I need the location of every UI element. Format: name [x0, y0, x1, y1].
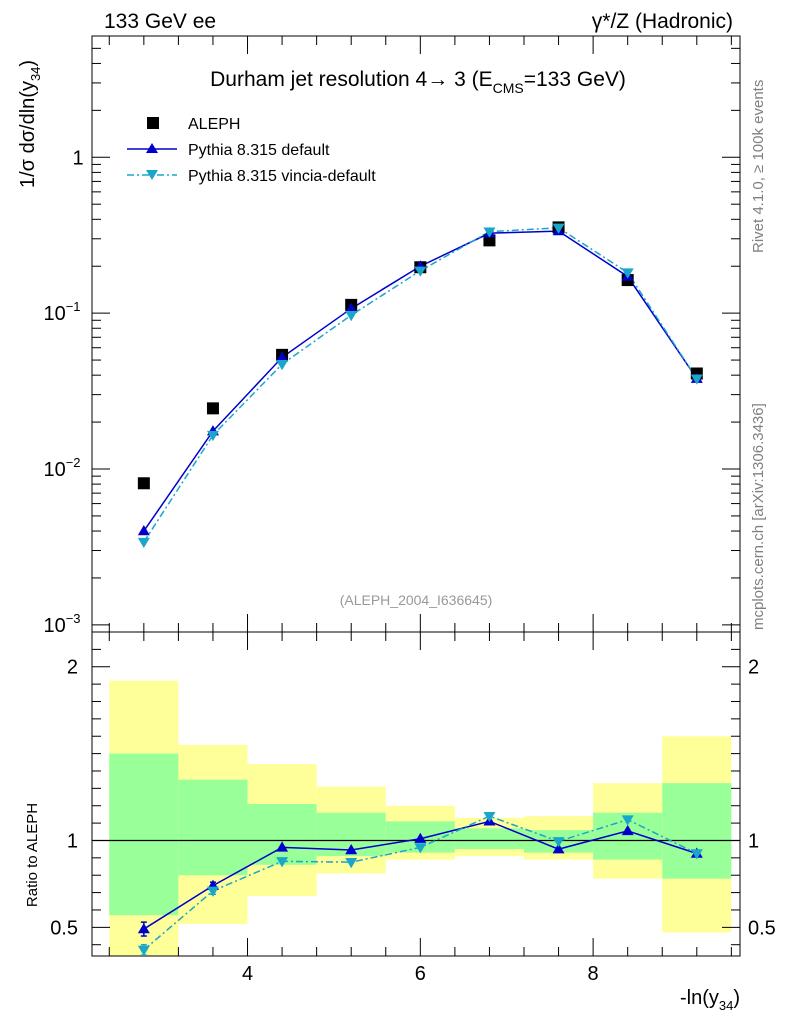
- vincia-default-point: [690, 374, 703, 385]
- vincia-default-point: [345, 311, 358, 322]
- legend-marker-vincia: [146, 170, 158, 180]
- ratio-point-vincia-default: [552, 837, 565, 848]
- legend-label-vincia: Pythia 8.315 vincia-default: [188, 168, 376, 185]
- ratio-band-inner: [662, 783, 732, 879]
- analysis-watermark: (ALEPH_2004_I636645): [340, 592, 493, 608]
- ratio-point-pythia-default: [137, 923, 150, 934]
- ratio-point-vincia-default: [206, 886, 219, 897]
- title-main: Durham jet resolution 4: [210, 68, 427, 91]
- vincia-default-point: [276, 360, 289, 371]
- vincia-default-point: [552, 223, 565, 234]
- lower-y-tick-label-left: 2: [67, 657, 78, 679]
- vincia-default-point: [483, 227, 496, 238]
- ratio-point-vincia-default: [345, 857, 358, 869]
- ratio-point-vincia-default: [621, 815, 634, 826]
- ratio-point-pythia-default: [621, 824, 634, 836]
- legend-label-default: Pythia 8.315 default: [188, 142, 330, 159]
- pythia-default-point: [345, 302, 358, 313]
- x-tick-label: 6: [415, 963, 426, 985]
- lower-y-tick-label-left: 0.5: [50, 917, 78, 939]
- legend: ALEPH Pythia 8.315 default Pythia 8.315 …: [127, 116, 376, 185]
- vincia-default-point: [137, 537, 150, 549]
- legend-marker-aleph: [147, 117, 159, 129]
- ratio-band-inner: [247, 803, 317, 865]
- aleph-data-point: [137, 477, 150, 490]
- pythia-default-point: [137, 525, 150, 536]
- vincia-default-point: [206, 430, 219, 442]
- upper-y-tick-label: 1: [72, 147, 83, 169]
- upper-y-tick-label: 10−2: [43, 455, 80, 481]
- legend-marker-default: [146, 143, 158, 153]
- vincia-default-point: [621, 268, 634, 279]
- ratio-point-pythia-default: [345, 844, 358, 855]
- upper-series-layer: [137, 221, 703, 549]
- pythia-default-point: [276, 351, 289, 362]
- title-end: =133 GeV): [524, 68, 626, 91]
- upper-y-axis-label: 1/σ dσ/dln(y34): [17, 60, 43, 188]
- header-energy: 133 GeV ee: [104, 10, 216, 33]
- upper-y-tick-label: 10−3: [43, 611, 80, 637]
- main-plot-title: Durham jet resolution 4→ 3 (ECMS=133 GeV…: [210, 68, 626, 96]
- ratio-point-vincia-default: [276, 857, 289, 868]
- upper-y-tick-label: 10−1: [43, 299, 80, 325]
- lower-frame: [91, 631, 741, 957]
- mcplots-source-note: mcplots.cern.ch [arXiv:1306.3436]: [750, 403, 767, 630]
- ratio-point-vincia-default: [483, 811, 496, 823]
- ratio-band-inner: [454, 828, 524, 850]
- ratio-point-vincia-default: [414, 843, 427, 854]
- aleph-data-point: [206, 402, 219, 415]
- ratio-bands: [109, 680, 732, 956]
- lower-axes: 0.5 0.5 1 1 2 2 4 6 8: [50, 631, 776, 985]
- lower-y-tick-label-left: 1: [67, 830, 78, 852]
- x-axis-label: -ln(y34): [680, 987, 740, 1013]
- aleph-data-point: [483, 234, 496, 247]
- x-tick-label: 8: [588, 963, 599, 985]
- ratio-band-inner: [109, 753, 179, 916]
- lower-series-layer: [137, 811, 703, 956]
- lower-y-tick-label-right: 0.5: [748, 917, 776, 939]
- ratio-point-pythia-default: [552, 843, 565, 854]
- lower-y-tick-label-right: 2: [748, 657, 759, 679]
- ratio-band-inner: [178, 779, 248, 876]
- ratio-point-vincia-default: [137, 945, 150, 956]
- lower-y-axis-label: Ratio to ALEPH: [24, 803, 41, 907]
- rivet-version-note: Rivet 4.1.0, ≥ 100k events: [750, 79, 767, 253]
- title-subscript: CMS: [493, 80, 524, 96]
- header-process: γ*/Z (Hadronic): [592, 10, 733, 33]
- ratio-point-pythia-default: [276, 841, 289, 852]
- legend-label-aleph: ALEPH: [188, 116, 240, 133]
- lower-y-tick-label-right: 1: [748, 830, 759, 852]
- title-arrow: →: [427, 68, 448, 91]
- ratio-point-pythia-default: [414, 832, 427, 843]
- vincia-default-point: [414, 266, 427, 277]
- x-tick-label: 4: [242, 963, 253, 985]
- title-rest: 3 (E: [448, 68, 492, 91]
- ratio-point-vincia-default: [690, 849, 703, 860]
